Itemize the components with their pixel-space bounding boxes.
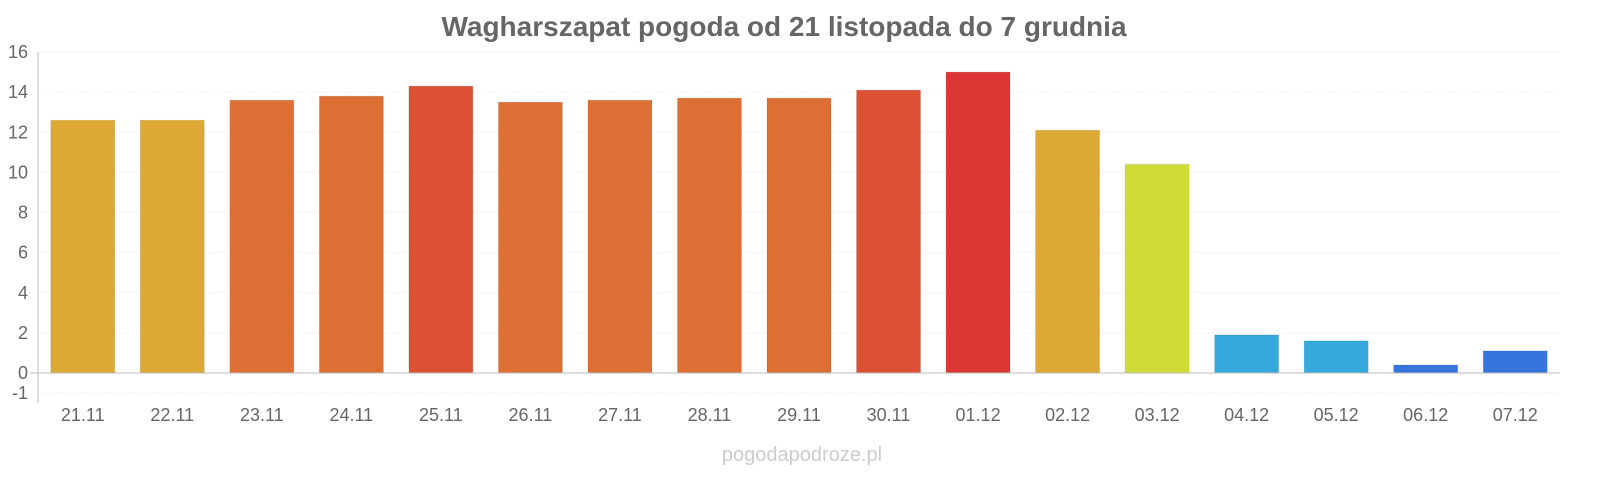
bar-26.11[interactable]	[497, 101, 563, 374]
x-tick-label: 03.12	[1135, 405, 1180, 425]
x-tick-label: 23.11	[240, 405, 284, 425]
x-tick-label: 01.12	[956, 405, 1001, 425]
y-tick-label: 14	[8, 82, 28, 102]
x-tick-label: 21.11	[61, 405, 105, 425]
x-tick-label: 30.11	[867, 405, 911, 425]
bar-30.11[interactable]	[856, 89, 922, 374]
bar-02.12[interactable]	[1035, 129, 1101, 374]
watermark: pogodapodroze.pl	[722, 444, 882, 466]
x-tick-label: 29.11	[777, 405, 821, 425]
x-tick-label: 05.12	[1314, 405, 1359, 425]
bar-28.11[interactable]	[676, 97, 742, 374]
y-tick-label: 0	[18, 363, 28, 383]
x-tick-label: 25.11	[419, 405, 463, 425]
bar-23.11[interactable]	[229, 99, 295, 374]
bar-06.12[interactable]	[1393, 364, 1459, 374]
y-tick-label: 2	[18, 323, 28, 343]
y-tick-label: 8	[18, 203, 28, 223]
bar-22.11[interactable]	[139, 119, 205, 374]
x-tick-label: 07.12	[1493, 405, 1538, 425]
bar-27.11[interactable]	[587, 99, 653, 374]
bar-29.11[interactable]	[766, 97, 832, 374]
x-tick-label: 28.11	[688, 405, 732, 425]
y-tick-label: 6	[18, 243, 28, 263]
bar-01.12[interactable]	[945, 71, 1011, 374]
x-tick-label: 26.11	[509, 405, 553, 425]
chart-title: Wagharszapat pogoda od 21 listopada do 7…	[441, 11, 1126, 42]
y-tick-label: 10	[8, 162, 28, 182]
x-tick-label: 02.12	[1045, 405, 1090, 425]
bar-05.12[interactable]	[1303, 340, 1369, 374]
bar-04.12[interactable]	[1214, 334, 1280, 374]
y-tick-label: -1	[12, 383, 28, 403]
bar-21.11[interactable]	[50, 119, 116, 374]
x-tick-label: 27.11	[598, 405, 642, 425]
bar-24.11[interactable]	[318, 95, 384, 374]
y-tick-label: 4	[18, 283, 28, 303]
y-tick-label: 12	[8, 122, 28, 142]
y-tick-label: 16	[8, 42, 28, 62]
bar-07.12[interactable]	[1482, 350, 1548, 374]
x-tick-label: 06.12	[1403, 405, 1448, 425]
bar-03.12[interactable]	[1124, 163, 1190, 374]
bar-25.11[interactable]	[408, 85, 474, 374]
x-tick-label: 22.11	[150, 405, 194, 425]
x-tick-label: 04.12	[1224, 405, 1269, 425]
x-tick-label: 24.11	[329, 405, 373, 425]
